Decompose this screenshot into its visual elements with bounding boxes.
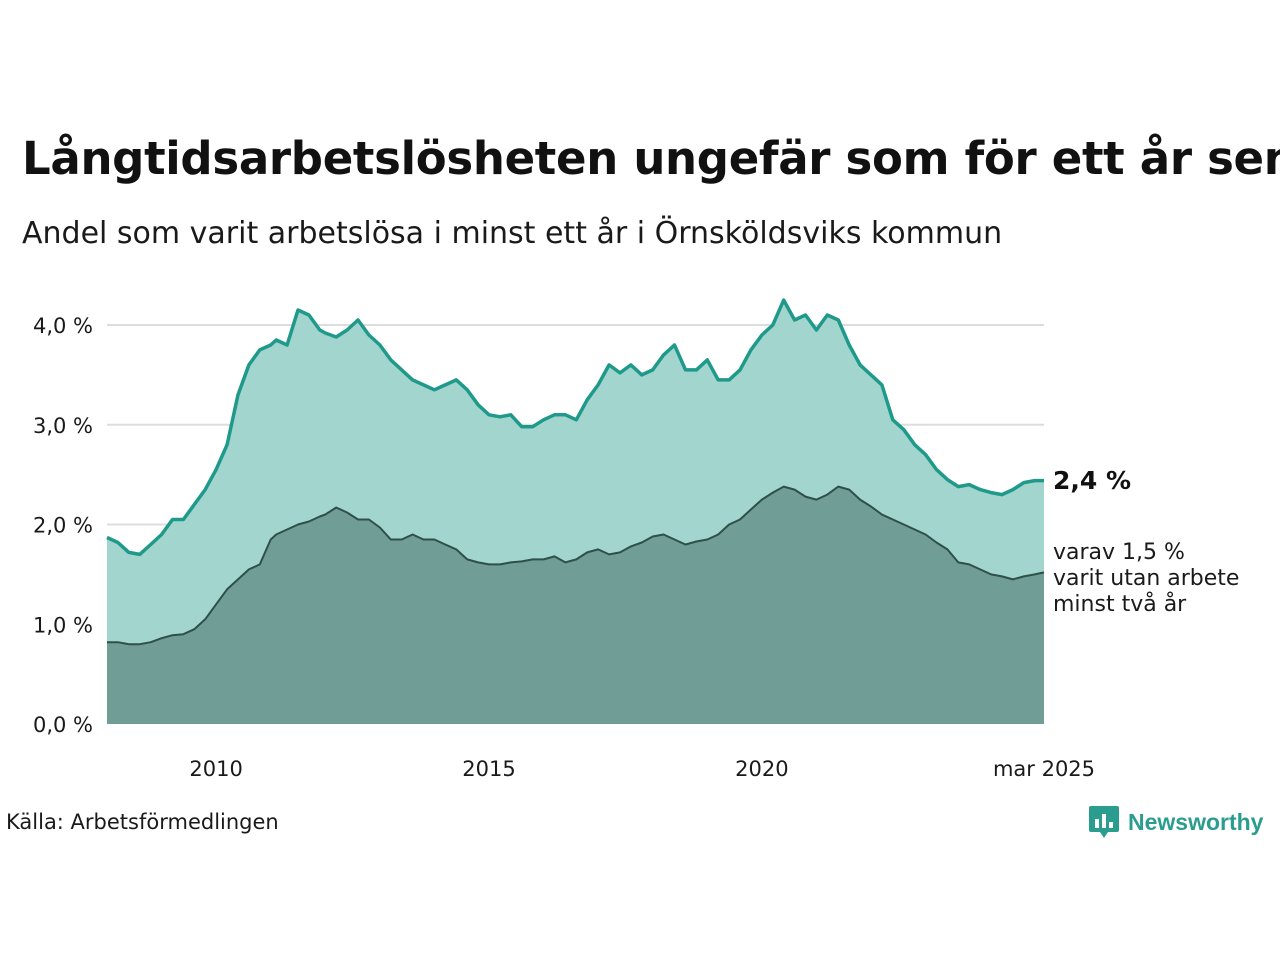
x-tick-label: 2010	[189, 757, 242, 781]
source-note: Källa: Arbetsförmedlingen	[6, 810, 279, 834]
x-tick-label: 2020	[735, 757, 788, 781]
upper-series-line	[106, 298, 1044, 557]
chart-title: Långtidsarbetslösheten ungefär som för e…	[22, 132, 1280, 185]
secondary-label-line: varav 1,5 %	[1053, 540, 1185, 565]
x-tick-label: 2015	[462, 757, 515, 781]
y-tick-label: 2,0 %	[33, 514, 93, 538]
chart-subtitle: Andel som varit arbetslösa i minst ett å…	[22, 216, 1003, 251]
brand-name: Newsworthy	[1128, 808, 1264, 835]
secondary-label-line: minst två år	[1053, 592, 1187, 617]
y-axis-ticks: 0,0 % 1,0 % 2,0 % 3,0 % 4,0 %	[33, 314, 93, 737]
lower-series-line	[107, 485, 1045, 646]
newsworthy-icon	[1089, 806, 1119, 838]
secondary-series-label: varav 1,5 % varit utan arbete minst två …	[1053, 540, 1239, 618]
y-tick-label: 4,0 %	[33, 314, 93, 338]
x-axis-ticks: 2010 2015 2020 mar 2025	[189, 757, 1095, 781]
x-tick-label: mar 2025	[993, 757, 1095, 781]
lower-series-area	[107, 486, 1044, 724]
end-value-label: 2,4 %	[1053, 466, 1132, 495]
y-tick-label: 0,0 %	[33, 713, 93, 737]
y-tick-label: 3,0 %	[33, 414, 93, 438]
secondary-label-line: varit utan arbete	[1053, 566, 1240, 591]
y-tick-label: 1,0 %	[33, 613, 93, 637]
brand-logo: Newsworthy	[1088, 804, 1263, 840]
